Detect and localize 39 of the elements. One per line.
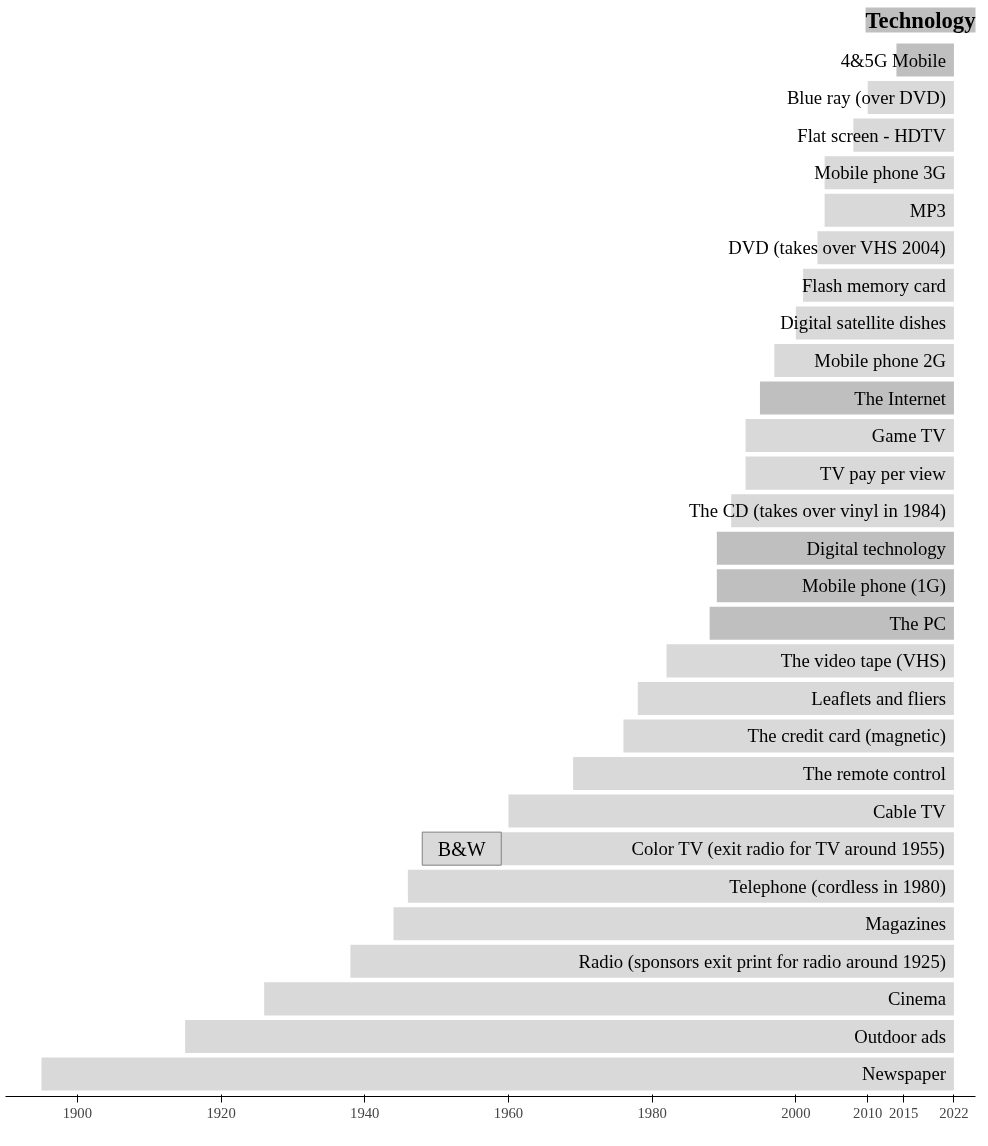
y-tick-label: Newspaper (862, 1063, 947, 1085)
series-label: B&W (437, 837, 486, 860)
y-tick-label: Flash memory card (801, 274, 947, 296)
y-tick-label: The Internet (854, 387, 947, 409)
y-tick-label: Leaflets and fliers (811, 687, 946, 709)
y-tick-label: Game TV (871, 425, 947, 447)
x-tick-label: 1980 (637, 1104, 667, 1121)
x-tick-label: 2010 (853, 1104, 883, 1121)
y-tick-label: Outdoor ads (854, 1025, 946, 1047)
y-tick-label: Magazines (865, 913, 946, 935)
x-tick-label: 1900 (62, 1104, 93, 1121)
y-tick-label: DVD (takes over VHS 2004) (728, 237, 946, 260)
y-tick-label: Telephone (cordless in 1980) (729, 875, 946, 898)
chart-title: Technology (865, 7, 977, 33)
y-tick-label: Mobile phone 3G (814, 162, 946, 184)
y-tick-label: Digital satellite dishes (780, 312, 946, 334)
y-tick-label: TV pay per view (820, 462, 947, 484)
y-tick-label: Mobile phone (1G) (801, 575, 946, 598)
y-tick-label: The credit card (magnetic) (747, 725, 946, 748)
y-tick-label: The remote control (802, 763, 946, 785)
x-tick-label: 1960 (493, 1104, 524, 1121)
x-tick-label: 1920 (206, 1104, 236, 1121)
y-tick-label: The video tape (VHS) (780, 650, 946, 673)
x-tick-label: 2022 (939, 1104, 969, 1121)
y-tick-label: Cinema (887, 988, 947, 1010)
x-tick-label: 2000 (781, 1104, 811, 1121)
y-tick-label: The PC (889, 612, 946, 634)
y-tick-label: The CD (takes over vinyl in 1984) (688, 500, 946, 523)
y-tick-label: Cable TV (872, 800, 947, 822)
y-tick-label: Flat screen - HDTV (797, 124, 947, 146)
y-tick-label: Color TV (exit radio for TV around 1955) (631, 838, 945, 861)
y-tick-label: MP3 (909, 199, 946, 221)
y-tick-label: 4&5G Mobile (840, 49, 946, 71)
y-tick-label: Mobile phone 2G (814, 349, 946, 371)
y-tick-label: Blue ray (over DVD) (786, 87, 946, 110)
x-tick-label: 2015 (888, 1104, 919, 1121)
x-tick-label: 1940 (350, 1104, 380, 1121)
y-tick-label: Digital technology (806, 537, 947, 559)
y-tick-label: Radio (sponsors exit print for radio around 1925) (578, 950, 946, 973)
